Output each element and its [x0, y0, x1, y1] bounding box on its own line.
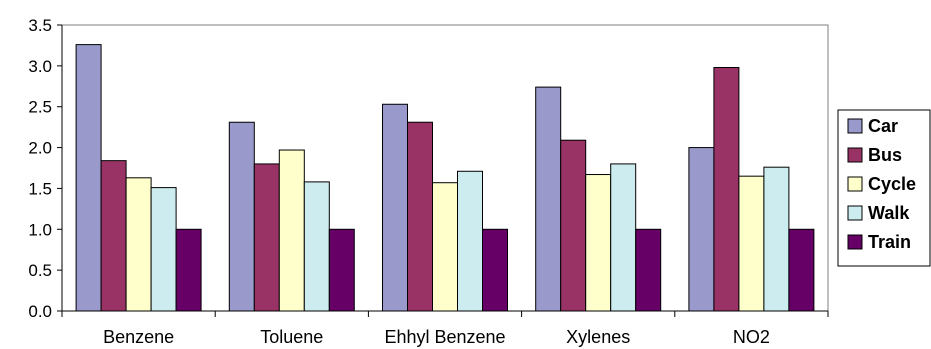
- bar-walk-toluene: [303, 181, 330, 312]
- legend-label-train: Train: [868, 232, 911, 252]
- bar-car-no2: [688, 147, 715, 312]
- bar-bus-benzene: [100, 160, 127, 312]
- legend-swatch-car: [847, 118, 863, 134]
- bar-bus-no2: [713, 66, 740, 312]
- x-category-label: NO2: [733, 327, 770, 347]
- bar-bus-ehhyl-benzene: [407, 121, 433, 312]
- x-category-label: Toluene: [260, 327, 323, 347]
- bar-cycle-xylenes: [585, 174, 612, 312]
- x-category-label: Benzene: [103, 327, 174, 347]
- legend-label-walk: Walk: [868, 203, 910, 223]
- y-tick-label: 1.0: [28, 220, 52, 239]
- plot-area: [61, 24, 829, 312]
- bar-train-toluene: [328, 228, 355, 312]
- y-tick-label: 0.5: [28, 261, 52, 280]
- bar-car-toluene: [228, 121, 255, 312]
- bar-car-benzene: [75, 44, 102, 312]
- legend-swatch-cycle: [847, 176, 863, 192]
- y-tick-label: 2.5: [28, 98, 52, 117]
- bar-cycle-no2: [738, 175, 765, 312]
- bar-train-xylenes: [635, 228, 662, 312]
- legend-swatch-train: [847, 234, 863, 250]
- y-tick-label: 3.5: [28, 16, 52, 35]
- bar-walk-no2: [763, 166, 790, 312]
- legend-label-cycle: Cycle: [868, 174, 916, 194]
- y-tick-label: 3.0: [28, 57, 52, 76]
- bar-cycle-benzene: [125, 177, 152, 312]
- bar-train-ehhyl-benzene: [482, 228, 508, 312]
- legend-label-car: Car: [868, 116, 898, 136]
- bar-walk-benzene: [150, 187, 177, 312]
- bar-bus-toluene: [253, 163, 280, 312]
- x-category-label: Ehhyl Benzene: [384, 327, 505, 347]
- bar-bus-xylenes: [560, 139, 587, 312]
- bar-train-no2: [788, 228, 815, 312]
- bar-train-benzene: [175, 228, 202, 312]
- legend-label-bus: Bus: [868, 145, 902, 165]
- bar-car-xylenes: [535, 86, 562, 312]
- y-tick-label: 2.0: [28, 139, 52, 158]
- x-axis: Benzene Toluene Ehhyl Benzene Xylenes NO2: [61, 310, 829, 347]
- legend: Car Bus Cycle Walk Train: [837, 109, 931, 267]
- y-axis: 0.0 0.5 1.0 1.5 2.0 2.5 3.0 3.5: [28, 16, 63, 321]
- bar-cycle-ehhyl-benzene: [432, 182, 458, 312]
- legend-swatch-bus: [847, 147, 863, 163]
- bar-car-ehhyl-benzene: [382, 103, 408, 312]
- x-category-label: Xylenes: [566, 327, 630, 347]
- bar-walk-ehhyl-benzene: [457, 170, 483, 312]
- bar-walk-xylenes: [610, 163, 637, 312]
- legend-swatch-walk: [847, 205, 863, 221]
- y-tick-label: 1.5: [28, 179, 52, 198]
- y-tick-label: 0.0: [28, 302, 52, 321]
- bar-cycle-toluene: [278, 149, 305, 312]
